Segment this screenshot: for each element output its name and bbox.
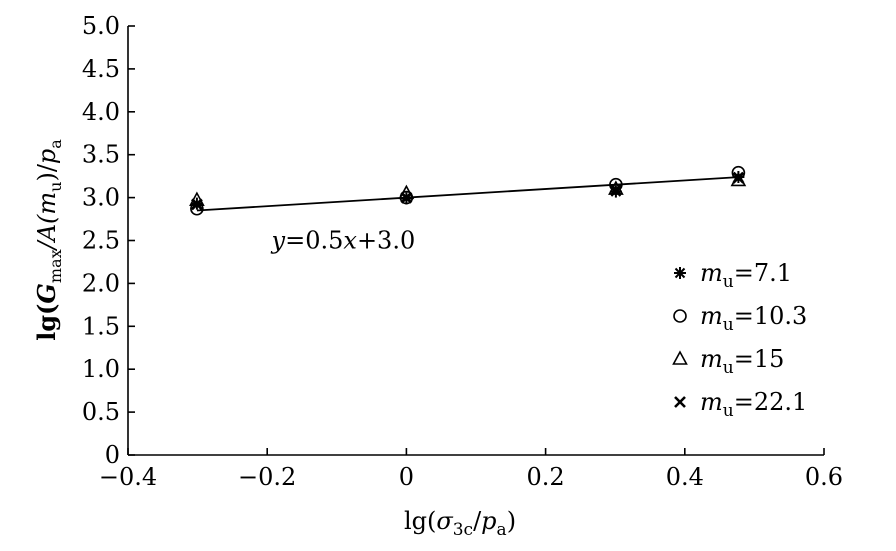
x-tick-label: 0.6 <box>805 463 843 491</box>
y-tick-label: 0 <box>105 441 120 469</box>
x-tick-label: −0.2 <box>238 463 296 491</box>
data-points <box>189 165 747 216</box>
ticks: −0.4 −0.2 0 0.2 0.4 0.6 0 0.5 1.0 1.5 2.0 2.5 3.0 3.5… <box>82 12 843 491</box>
legend-marker-x <box>674 396 686 408</box>
y-tick-label: 5.0 <box>82 12 120 40</box>
fit-equation: y=0.5x+3.0 <box>271 227 416 255</box>
x-tick-label: 0.2 <box>527 463 565 491</box>
legend-label: mu=22.1 <box>700 388 807 421</box>
y-tick-label: 1.0 <box>82 355 120 383</box>
y-tick-label: 1.5 <box>82 312 120 340</box>
legend-marker-asterisk <box>674 267 686 279</box>
legend-label: mu=7.1 <box>700 259 792 292</box>
legend-label: mu=10.3 <box>700 302 807 335</box>
x-axis-title: lg(σ3c/pa) <box>404 507 516 540</box>
y-tick-label: 4.5 <box>82 55 120 83</box>
data-point-x <box>609 183 622 196</box>
y-tick-label: 2.0 <box>82 269 120 297</box>
legend-label: mu=15 <box>700 345 784 378</box>
fit-line-group <box>196 176 739 212</box>
fit-line <box>196 176 739 212</box>
y-axis-title: lg(Gmax/A(mu)/pa <box>32 139 65 341</box>
y-tick-label: 4.0 <box>82 98 120 126</box>
y-tick-label: 3.5 <box>82 141 120 169</box>
data-point-x <box>400 191 413 204</box>
y-tick-label: 0.5 <box>82 398 120 426</box>
x-tick-label: −0.4 <box>99 463 157 491</box>
y-tick-label: 3.0 <box>82 184 120 212</box>
legend: mu=7.1 mu=10.3 mu=15 mu=22.1 <box>672 259 807 421</box>
legend-marker-circle <box>673 309 687 323</box>
x-tick-label: 0.4 <box>666 463 704 491</box>
data-point-x <box>190 198 203 211</box>
data-point-x <box>732 171 745 184</box>
legend-marker-triangle <box>672 350 688 365</box>
x-tick-label: 0 <box>399 463 414 491</box>
y-tick-label: 2.5 <box>82 227 120 255</box>
